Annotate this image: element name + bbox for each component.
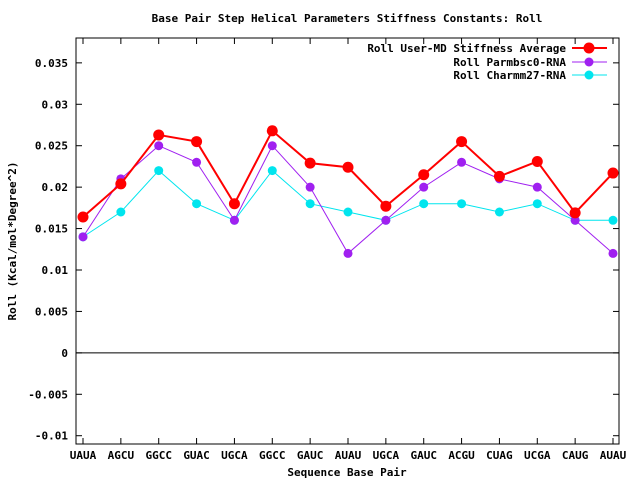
x-tick-label: GUAC	[183, 449, 210, 462]
series-3	[78, 166, 618, 242]
data-point	[342, 161, 354, 173]
data-point	[457, 157, 467, 167]
data-point	[153, 129, 165, 141]
data-point	[228, 198, 240, 210]
data-point	[608, 215, 618, 225]
y-tick-label: 0.02	[42, 181, 69, 194]
data-point	[494, 207, 504, 217]
data-point	[531, 155, 543, 167]
x-tick-label: UGCA	[373, 449, 400, 462]
data-point	[115, 178, 127, 190]
x-tick-label: UAUA	[70, 449, 97, 462]
data-point	[493, 170, 505, 182]
y-tick-label: 0.035	[35, 57, 68, 70]
x-tick-label: GGCC	[259, 449, 286, 462]
y-tick-label: 0	[61, 347, 68, 360]
data-point	[419, 182, 429, 192]
data-point	[456, 136, 468, 148]
data-point	[418, 169, 430, 181]
data-point	[419, 199, 429, 209]
series-layer	[77, 125, 619, 258]
x-tick-label: AUAU	[335, 449, 362, 462]
data-point	[192, 199, 202, 209]
y-tick-label: 0.025	[35, 140, 68, 153]
data-point	[305, 199, 315, 209]
chart-title: Base Pair Step Helical Parameters Stiffn…	[152, 12, 543, 25]
x-tick-label: UGCA	[221, 449, 248, 462]
data-point	[381, 215, 391, 225]
data-point	[532, 199, 542, 209]
data-point	[607, 167, 619, 179]
x-axis-label: Sequence Base Pair	[287, 466, 407, 479]
data-point	[192, 157, 202, 167]
data-point	[266, 125, 278, 137]
data-point	[570, 215, 580, 225]
series-2	[78, 141, 618, 258]
y-tick-label: 0.01	[42, 264, 69, 277]
y-axis-label: Roll (Kcal/mol*Degree^2)	[6, 162, 19, 321]
legend-label: Roll Parmbsc0-RNA	[453, 56, 566, 69]
data-point	[532, 182, 542, 192]
data-point	[343, 248, 353, 258]
data-point	[229, 215, 239, 225]
data-point	[191, 136, 203, 148]
legend-marker	[584, 70, 594, 80]
y-tick-label: -0.01	[35, 430, 68, 443]
data-point	[305, 182, 315, 192]
y-tick-label: 0.03	[42, 98, 69, 111]
data-point	[343, 207, 353, 217]
data-point	[267, 141, 277, 151]
y-tick-label: -0.005	[28, 388, 68, 401]
x-tick-label: CUAG	[486, 449, 513, 462]
y-tick-label: 0.005	[35, 305, 68, 318]
data-point	[154, 166, 164, 176]
plot-frame	[75, 37, 620, 445]
data-point	[608, 248, 618, 258]
y-tick-label: 0.015	[35, 223, 68, 236]
axis-ticks: -0.01 -0.005 0 0.005 0.01 0.015 0.02 0.025 0.03 0…	[28, 38, 627, 462]
data-point	[77, 211, 89, 223]
data-point	[78, 232, 88, 242]
x-tick-label: ACGU	[448, 449, 475, 462]
legend-marker	[583, 42, 595, 54]
series-1	[77, 125, 619, 223]
legend-label: Roll Charmm27-RNA	[453, 69, 566, 82]
data-point	[116, 207, 126, 217]
legend-marker	[584, 57, 594, 67]
x-tick-label: AGCU	[108, 449, 135, 462]
x-tick-label: GGCC	[145, 449, 172, 462]
data-point	[304, 157, 316, 169]
x-tick-label: AUAU	[600, 449, 627, 462]
data-point	[154, 141, 164, 151]
data-point	[380, 200, 392, 212]
legend-label: Roll User-MD Stiffness Average	[367, 42, 566, 55]
x-tick-label: GAUC	[410, 449, 437, 462]
data-point	[457, 199, 467, 209]
x-tick-label: CAUG	[562, 449, 589, 462]
x-tick-label: GAUC	[297, 449, 324, 462]
data-point	[569, 207, 581, 219]
x-tick-label: UCGA	[524, 449, 551, 462]
data-point	[267, 166, 277, 176]
